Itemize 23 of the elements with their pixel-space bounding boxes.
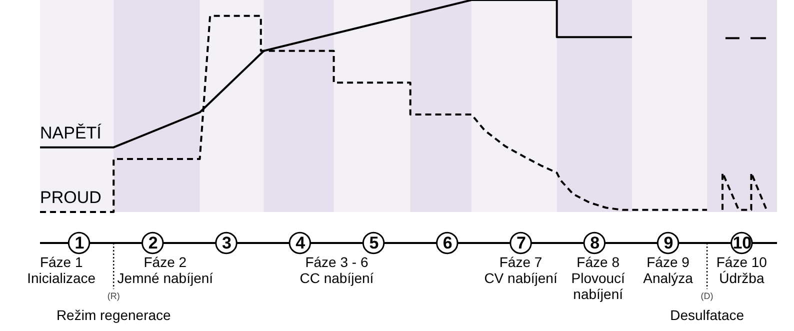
x-tick-label: 8	[590, 234, 600, 252]
x-tick-label: 6	[442, 234, 452, 252]
x-tick-label: 1	[74, 234, 84, 252]
text: Režim regenerace	[56, 307, 172, 323]
text: Fáze 1 Inicializace	[27, 254, 96, 286]
text: Fáze 7 CV nabíjení	[484, 254, 558, 286]
x-tick-label: 5	[369, 234, 379, 252]
x-tick-label: 7	[516, 234, 526, 252]
x-tick-label: 10	[732, 234, 752, 252]
text: Desulfatace	[670, 307, 744, 323]
ref-line-label: (R)	[107, 291, 120, 301]
text: Fáze 9 Analýza	[643, 254, 694, 286]
ref-line-label: (D)	[700, 291, 714, 301]
series-label: PROUD	[40, 188, 102, 207]
x-tick-label: 2	[148, 234, 158, 252]
text: Fáze 10 Údržba	[716, 254, 768, 286]
text: Fáze 3 - 6 CC nabíjení	[300, 254, 374, 286]
x-tick-label: 9	[664, 234, 674, 252]
series-label: NAPĚTÍ	[40, 123, 102, 142]
x-tick-label: 4	[296, 234, 306, 252]
text: Fáze 2 Jemné nabíjení	[117, 254, 214, 286]
x-tick-label: 3	[222, 234, 232, 252]
text: Fáze 8 Plovoucí nabíjení	[571, 254, 626, 302]
